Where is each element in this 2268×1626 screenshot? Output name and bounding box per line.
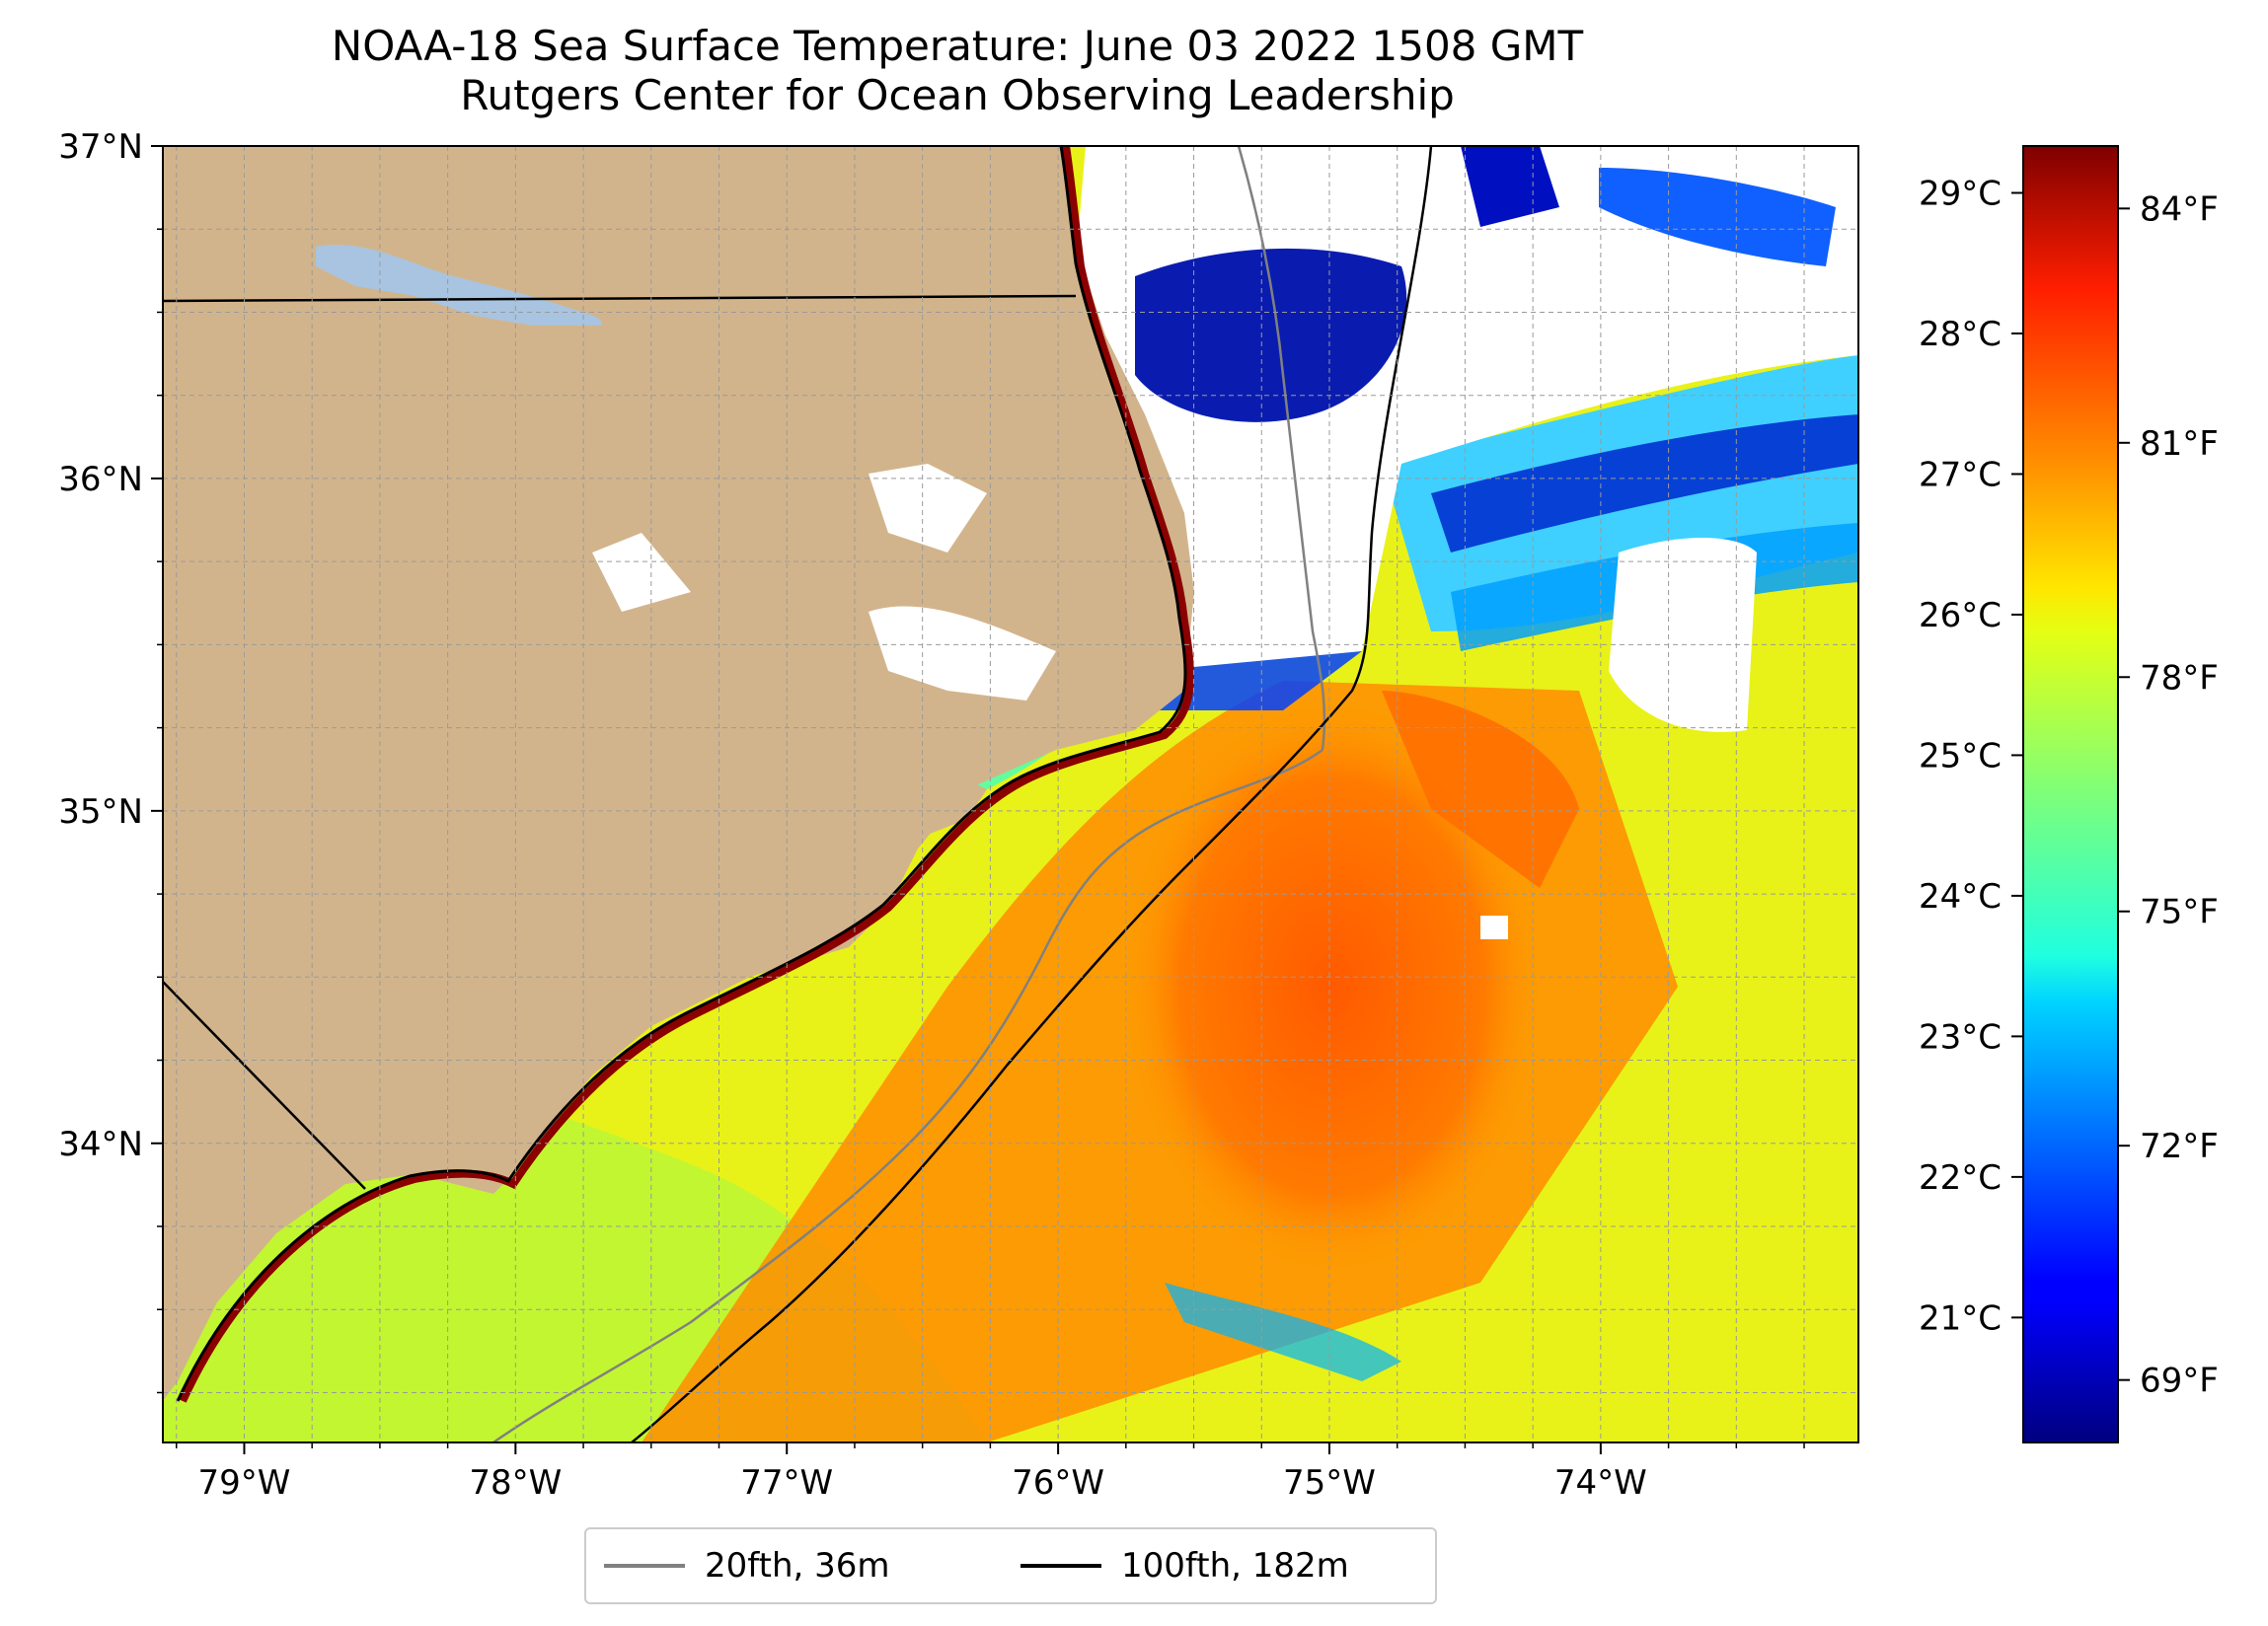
cloud-pixel-2 [1712,702,1732,720]
celsius-tick-label: 25°C [1919,736,2002,776]
celsius-tick-label: 24°C [1919,877,2002,917]
fahrenheit-tick-label: 75°F [2140,893,2219,932]
isobath-legend: 20fth, 36m 100fth, 182m [584,1527,1437,1604]
colorbar [2022,145,2119,1443]
legend-item-20fth: 20fth, 36m [604,1541,890,1590]
fahrenheit-tick-label: 69°F [2140,1362,2219,1401]
legend-swatch-20fth [604,1564,685,1568]
lon-tick-label: 74°W [1554,1463,1647,1503]
cool-filament [1165,1283,1401,1381]
fahrenheit-tick-label: 84°F [2140,189,2219,229]
land-mass [163,146,1194,1401]
lon-tick-label: 79°W [198,1463,291,1503]
lon-tick-label: 77°W [740,1463,833,1503]
celsius-tick-label: 22°C [1919,1158,2002,1198]
lon-tick-label: 78°W [469,1463,562,1503]
coastline [176,146,1187,1402]
lat-tick-label: 37°N [58,127,143,167]
state-border-va-nc [163,294,1077,303]
fahrenheit-tick-label: 78°F [2140,658,2219,698]
sounds-estuaries [592,464,1056,701]
map-frame [162,145,1859,1443]
celsius-tick-label: 28°C [1919,315,2002,354]
isobath-20fth [492,748,1323,1442]
cold-band-offshore [1431,414,1858,553]
gulf-stream-core [1115,691,1550,1283]
celsius-tick-label: 21°C [1919,1298,2002,1338]
colorbar-ticks: 29°C 28°C 27°C 26°C 25°C 24°C 23°C 22°C 21°C 84°F… [1919,174,2219,1400]
state-border-nc-sc [163,981,366,1190]
celsius-tick-label: 29°C [1919,174,2002,213]
legend-swatch-100fth [1021,1564,1101,1568]
celsius-tick-label: 27°C [1919,455,2002,494]
title-line-2: Rutgers Center for Ocean Observing Leade… [460,71,1455,119]
lat-tick-label: 35°N [58,792,143,832]
axis-ticks: 79°W 78°W 77°W 76°W 75°W 74°W 37°N 36°N 35°N 34°N [58,127,1805,1503]
cold-patch-2 [1461,146,1559,227]
lat-tick-label: 36°N [58,460,143,499]
map-area [163,146,1858,1442]
legend-label-20fth: 20fth, 36m [705,1546,890,1586]
cloud-mask-east [1609,538,1757,732]
celsius-tick-label: 23°C [1919,1017,2002,1057]
isobath-100fth [631,146,1433,1442]
coastline-warm-fringe [179,146,1194,1403]
inland-lake [316,244,602,326]
warm-eddy [1382,691,1579,888]
fahrenheit-tick-label: 72°F [2140,1127,2219,1166]
cloud-pixel-1 [1480,916,1508,939]
legend-item-100fth: 100fth, 182m [1021,1541,1349,1590]
chart-title: NOAA-18 Sea Surface Temperature: June 03… [158,22,1757,120]
lon-tick-label: 75°W [1283,1463,1376,1503]
cold-patch-1 [1135,248,1407,422]
cold-patch-3 [1599,168,1836,266]
celsius-tick-label: 26°C [1919,596,2002,635]
lon-tick-label: 76°W [1012,1463,1104,1503]
title-line-1: NOAA-18 Sea Surface Temperature: June 03… [331,22,1584,70]
legend-label-100fth: 100fth, 182m [1121,1546,1349,1586]
fahrenheit-tick-label: 81°F [2140,424,2219,464]
gridlines [163,146,1858,1442]
lat-tick-label: 34°N [58,1125,143,1164]
pamlico-peninsula [839,759,987,839]
